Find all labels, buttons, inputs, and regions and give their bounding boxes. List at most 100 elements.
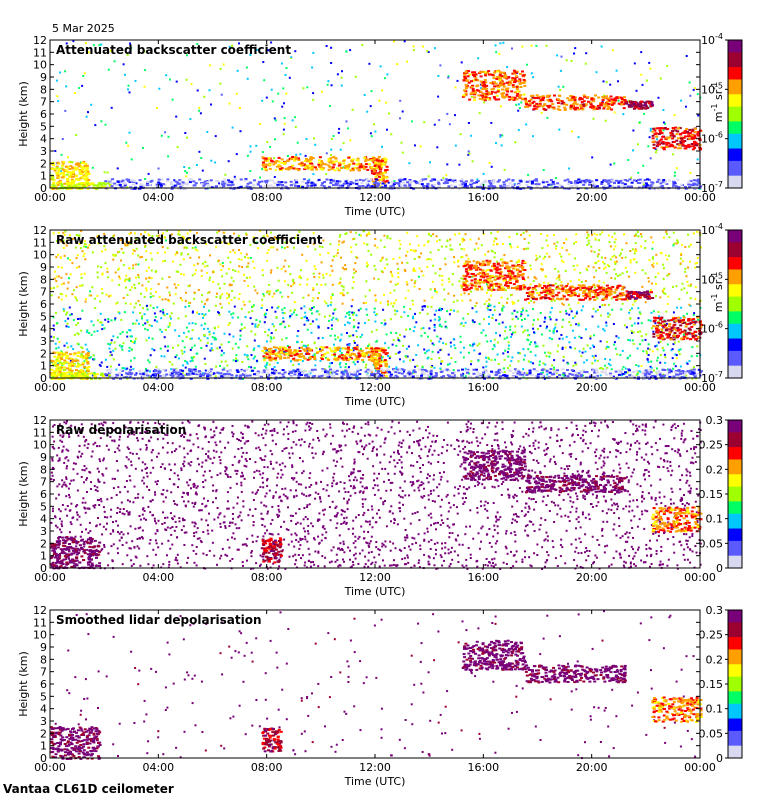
y-tick-label: 9 [40,641,47,654]
colorbar-tick-label: 10-6 [701,131,723,146]
colorbar-tick-label: 10-4 [701,32,723,47]
date-label: 5 Mar 2025 [52,22,115,35]
x-tick-label: 04:00 [142,381,174,394]
y-tick-label: 7 [40,96,47,109]
y-tick-label: 8 [40,273,47,286]
y-tick-label: 5 [40,120,47,133]
y-tick-label: 0 [40,752,47,765]
x-tick-label: 08:00 [251,191,283,204]
colorbar: 10-4 10-5 10-6 10-7 m-1 sr-1 [701,222,743,385]
y-tick-label: 2 [40,347,47,360]
colorbar-tick-label: 0.2 [706,463,724,476]
colorbar-tick-label: 10-6 [701,321,723,336]
y-tick-label: 5 [40,310,47,323]
y-tick-label: 9 [40,71,47,84]
y-tick-label: 3 [40,335,47,348]
y-tick-label: 1 [40,170,47,183]
x-tick-label: 00:00 [34,761,66,774]
x-tick-label: 08:00 [251,571,283,584]
y-tick-label: 8 [40,653,47,666]
y-tick-label: 4 [40,323,47,336]
x-tick-label: 04:00 [142,761,174,774]
y-tick-label: 6 [40,678,47,691]
y-tick-label: 5 [40,690,47,703]
y-tick-label: 2 [40,537,47,550]
y-tick-label: 2 [40,157,47,170]
colorbar-tick-label: 0.1 [706,513,724,526]
y-tick-label: 3 [40,525,47,538]
x-tick-label: 20:00 [576,571,608,584]
y-tick-label: 12 [33,604,47,617]
y-tick-label: 12 [33,34,47,47]
x-tick-label: 00:00 [34,191,66,204]
x-tick-label: 00:00 [684,191,716,204]
x-axis-label: Time (UTC) [344,775,406,788]
colorbar-tick-label: 0 [716,752,723,765]
panel-title: Attenuated backscatter coefficient [56,43,291,57]
y-tick-label: 10 [33,629,47,642]
colorbar-tick-label: 0.25 [699,629,724,642]
colorbar-tick-label: 0.25 [699,439,724,452]
y-tick-label: 10 [33,249,47,262]
y-axis-label: Height (km) [17,461,30,527]
colorbar-tick-label: 10-7 [701,370,723,385]
colorbar-tick-label: 0.15 [699,678,724,691]
panel-2: Raw attenuated backscatter coefficient01… [17,222,743,408]
heatmap-texture [50,610,703,760]
colorbar-tick-label: 0.05 [699,727,724,740]
x-tick-label: 20:00 [576,191,608,204]
y-axis-label: Height (km) [17,651,30,717]
x-tick-label: 08:00 [251,761,283,774]
x-axis-label: Time (UTC) [344,395,406,408]
footer-label: Vantaa CL61D ceilometer [3,782,174,796]
x-tick-label: 00:00 [34,571,66,584]
y-tick-label: 12 [33,224,47,237]
colorbar-tick-label: 10-5 [701,81,723,96]
x-axis-label: Time (UTC) [344,585,406,598]
y-tick-label: 5 [40,500,47,513]
y-tick-label: 3 [40,145,47,158]
x-tick-label: 16:00 [467,191,499,204]
y-tick-label: 7 [40,476,47,489]
colorbar-tick-label: 10-7 [701,180,723,195]
colorbar: 10-4 10-5 10-6 10-7 m-1 sr-1 [701,32,743,195]
y-tick-label: 0 [40,372,47,385]
x-tick-label: 20:00 [576,381,608,394]
y-tick-label: 1 [40,740,47,753]
x-tick-label: 16:00 [467,381,499,394]
y-tick-label: 9 [40,451,47,464]
colorbar-tick-label: 0.1 [706,703,724,716]
panel-1: Attenuated backscatter coefficient012345… [17,32,743,218]
colorbar-tick-label: 10-5 [701,271,723,286]
y-tick-label: 0 [40,562,47,575]
y-tick-label: 1 [40,550,47,563]
y-tick-label: 4 [40,703,47,716]
colorbar-tick-label: 0.3 [706,604,724,617]
heatmap-texture [50,40,703,190]
y-tick-label: 0 [40,182,47,195]
y-axis-label: Height (km) [17,81,30,147]
y-tick-label: 8 [40,83,47,96]
y-tick-label: 11 [33,616,47,629]
colorbar-tick-label: 0.15 [699,488,724,501]
y-tick-label: 2 [40,727,47,740]
heatmap-texture [50,230,703,380]
y-axis-label: Height (km) [17,271,30,337]
x-tick-label: 12:00 [359,761,391,774]
x-axis-label: Time (UTC) [344,205,406,218]
x-tick-label: 04:00 [142,191,174,204]
y-tick-label: 10 [33,439,47,452]
y-tick-label: 11 [33,426,47,439]
x-tick-label: 00:00 [684,761,716,774]
colorbar-tick-label: 0 [716,562,723,575]
colorbar-unit-label: m-1 sr-1 [710,272,725,312]
colorbar-tick-label: 10-4 [701,222,723,237]
x-tick-label: 12:00 [359,381,391,394]
colorbar-tick-label: 0.2 [706,653,724,666]
panel-title: Smoothed lidar depolarisation [56,613,262,627]
x-tick-label: 08:00 [251,381,283,394]
x-tick-label: 16:00 [467,571,499,584]
y-tick-label: 10 [33,59,47,72]
